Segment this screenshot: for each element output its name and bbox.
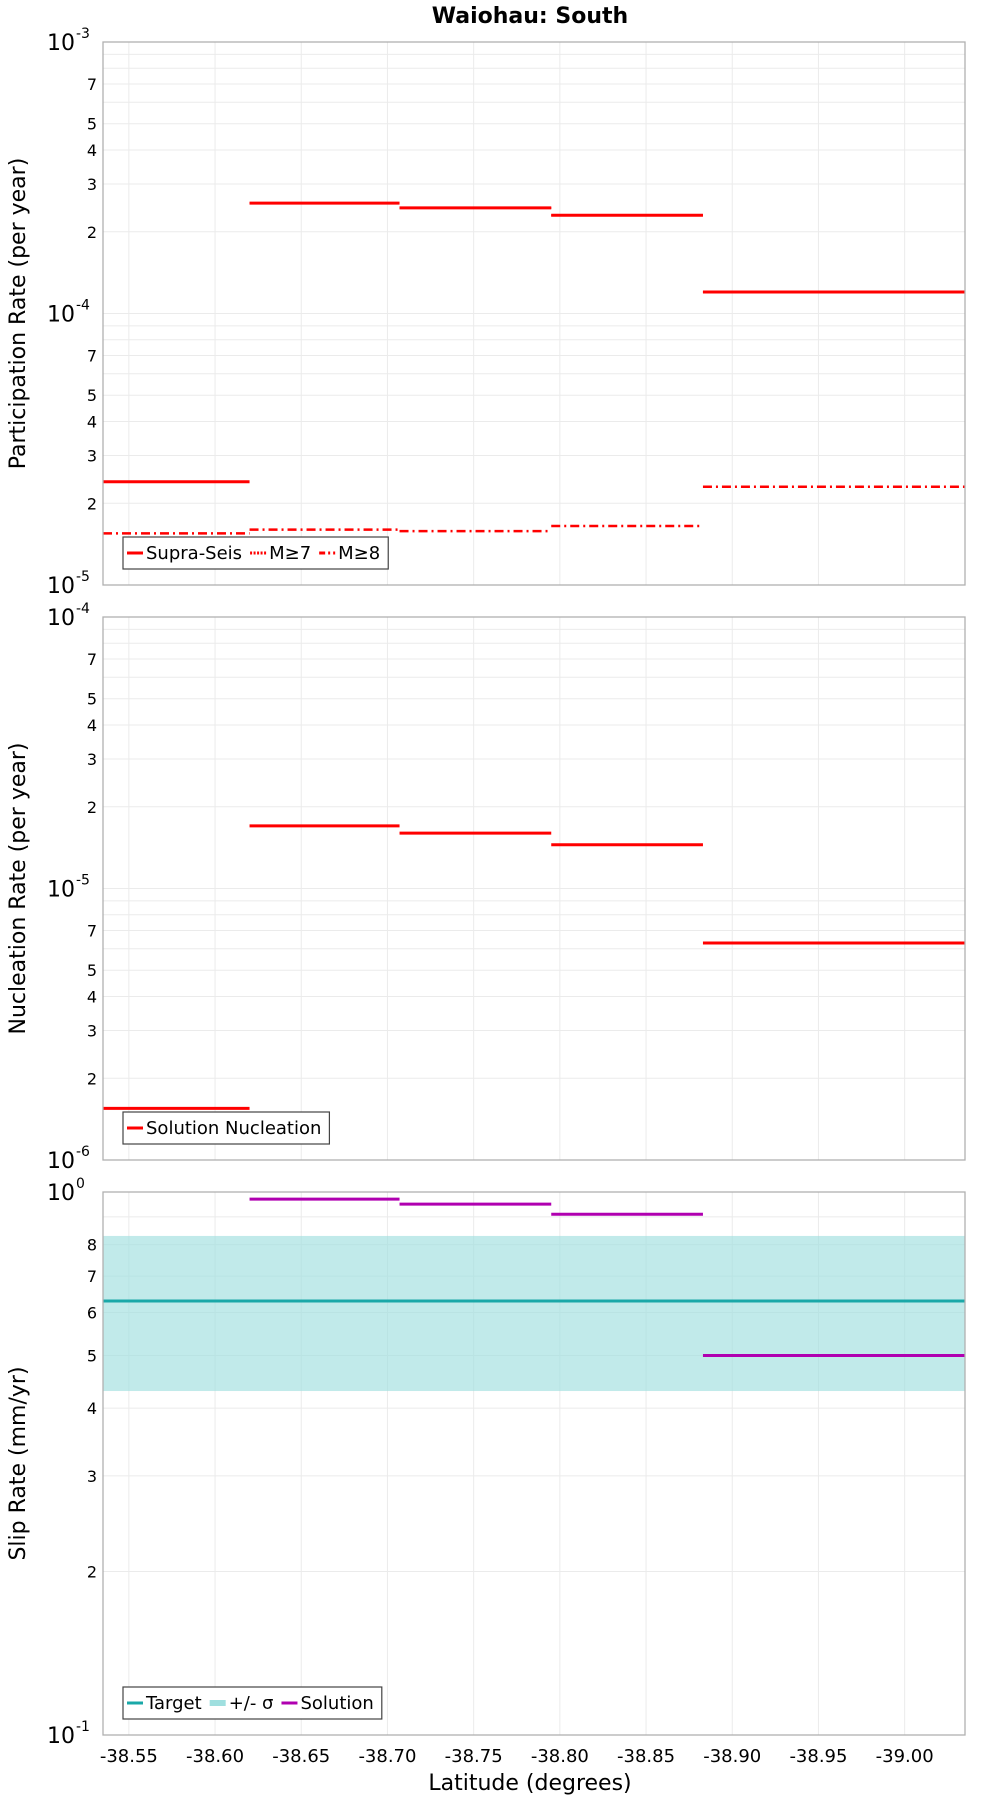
y-tick-minor: 7 (87, 347, 97, 366)
x-tick-label-3: -38.65 (272, 1746, 330, 1767)
y-axis-label-2: Nucleation Rate (per year) (6, 743, 31, 1035)
y-tick-minor: 5 (87, 386, 97, 405)
chart-title: Waiohau: South (432, 4, 628, 29)
y-tick-max-exponent: -3 (76, 26, 90, 42)
y-axis-label-1: Participation Rate (per year) (6, 158, 31, 470)
y-tick-minor: 3 (87, 1467, 97, 1486)
y-tick-minor: 4 (87, 1399, 97, 1418)
y-tick-mid-exponent: -5 (76, 873, 90, 889)
x-tick-label-5: -38.75 (445, 1746, 503, 1767)
legend-entry-2: +/- σ (229, 1693, 274, 1714)
y-tick-mid: 10 (47, 303, 75, 328)
y-tick-mid-exponent: -4 (76, 298, 90, 314)
y-tick-min: 10 (47, 574, 75, 599)
y-tick-minor: 2 (87, 1563, 97, 1582)
y-tick-minor: 7 (87, 650, 97, 669)
y-tick-minor: 3 (87, 175, 97, 194)
legend-box (122, 1686, 383, 1720)
legend-entry-1: Solution Nucleation (146, 1118, 321, 1139)
legend-entry-1: Target (145, 1693, 202, 1714)
y-tick-min-exponent: -6 (76, 1144, 90, 1160)
y-tick-minor: 8 (87, 1236, 97, 1255)
x-tick-label-1: -38.55 (100, 1746, 158, 1767)
x-axis-label: Latitude (degrees) (428, 1771, 631, 1796)
y-tick-max: 10 (47, 31, 75, 56)
legend-entry-3: Solution (300, 1693, 373, 1714)
plot-frame (102, 616, 966, 1161)
y-tick-minor: 2 (87, 1069, 97, 1088)
legend-box (122, 536, 389, 570)
y-tick-max: 10 (47, 606, 75, 631)
x-tick-label-9: -38.95 (789, 1746, 847, 1767)
x-tick-label-6: -38.80 (531, 1746, 589, 1767)
x-tick-label-4: -38.70 (358, 1746, 416, 1767)
y-axis-label-3: Slip Rate (mm/yr) (6, 1366, 31, 1560)
y-tick-minor: 5 (87, 115, 97, 134)
legend-entry-2: M≥7 (269, 543, 311, 564)
y-tick-minor: 7 (87, 1267, 97, 1286)
y-tick-minor: 7 (87, 75, 97, 94)
y-tick-minor: 4 (87, 988, 97, 1007)
y-tick-mid: 10 (47, 878, 75, 903)
y-tick-minor: 2 (87, 494, 97, 513)
legend-3: Target +/- σ Solution (122, 1686, 383, 1720)
y-tick-minor: 4 (87, 141, 97, 160)
y-tick-minor: 5 (87, 961, 97, 980)
y-tick-minor: 6 (87, 1303, 97, 1322)
y-tick-min: 10 (47, 1149, 75, 1174)
y-tick-max-exponent: -4 (76, 601, 90, 617)
x-tick-label-8: -38.90 (703, 1746, 761, 1767)
y-tick-minor: 7 (87, 922, 97, 941)
y-tick-minor: 3 (87, 446, 97, 465)
y-tick-minor: 3 (87, 750, 97, 769)
legend-entry-1: Supra-Seis (146, 543, 242, 564)
y-tick-min: 10 (47, 1724, 75, 1749)
legend-1: Supra-Seis M≥7 M≥8 (122, 536, 389, 570)
sigma-band (103, 1235, 965, 1392)
y-tick-min-exponent: -1 (76, 1719, 90, 1735)
legend-box (122, 1111, 331, 1145)
plot-frame (102, 41, 966, 586)
y-tick-minor: 5 (87, 1346, 97, 1365)
y-tick-min-exponent: -5 (76, 569, 90, 585)
y-tick-max: 10 (47, 1181, 75, 1206)
plot-frame (102, 1191, 966, 1736)
y-tick-minor: 5 (87, 690, 97, 709)
x-tick-label-2: -38.60 (186, 1746, 244, 1767)
y-tick-minor: 4 (87, 716, 97, 735)
x-tick-label-10: -39.00 (876, 1746, 934, 1767)
y-tick-minor: 3 (87, 1021, 97, 1040)
legend-2: Solution Nucleation (122, 1111, 331, 1145)
y-tick-minor: 2 (87, 798, 97, 817)
y-tick-minor: 2 (87, 223, 97, 242)
y-tick-max-exponent: 0 (76, 1176, 85, 1192)
x-tick-label-7: -38.85 (617, 1746, 675, 1767)
legend-entry-3: M≥8 (338, 543, 380, 564)
y-tick-minor: 4 (87, 413, 97, 432)
